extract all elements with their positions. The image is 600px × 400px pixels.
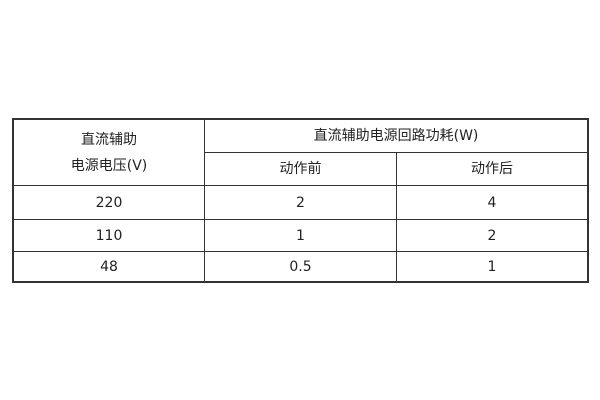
header-after: 动作后 <box>397 153 587 186</box>
cell-after: 2 <box>397 220 587 252</box>
header-voltage-line2: 电源电压(V) <box>70 157 148 174</box>
cell-before: 1 <box>205 220 397 252</box>
cell-before: 2 <box>205 186 397 220</box>
cell-after: 1 <box>487 258 497 275</box>
cell-before: 0.5 <box>205 252 397 281</box>
header-before: 动作前 <box>205 153 397 186</box>
power-consumption-table: 直流辅助 电源电压(V) 直流辅助电源回路功耗(W) 动作前 动作后 220 2… <box>12 118 589 283</box>
header-power-group: 直流辅助电源回路功耗(W) <box>205 120 587 153</box>
cell-voltage: 48 <box>14 252 205 281</box>
header-voltage-line1: 直流辅助 <box>81 131 137 148</box>
cell-voltage: 110 <box>14 220 205 252</box>
cell-voltage: 220 <box>14 186 205 220</box>
header-voltage: 直流辅助 电源电压(V) <box>14 120 205 186</box>
cell-after: 4 <box>397 186 587 220</box>
